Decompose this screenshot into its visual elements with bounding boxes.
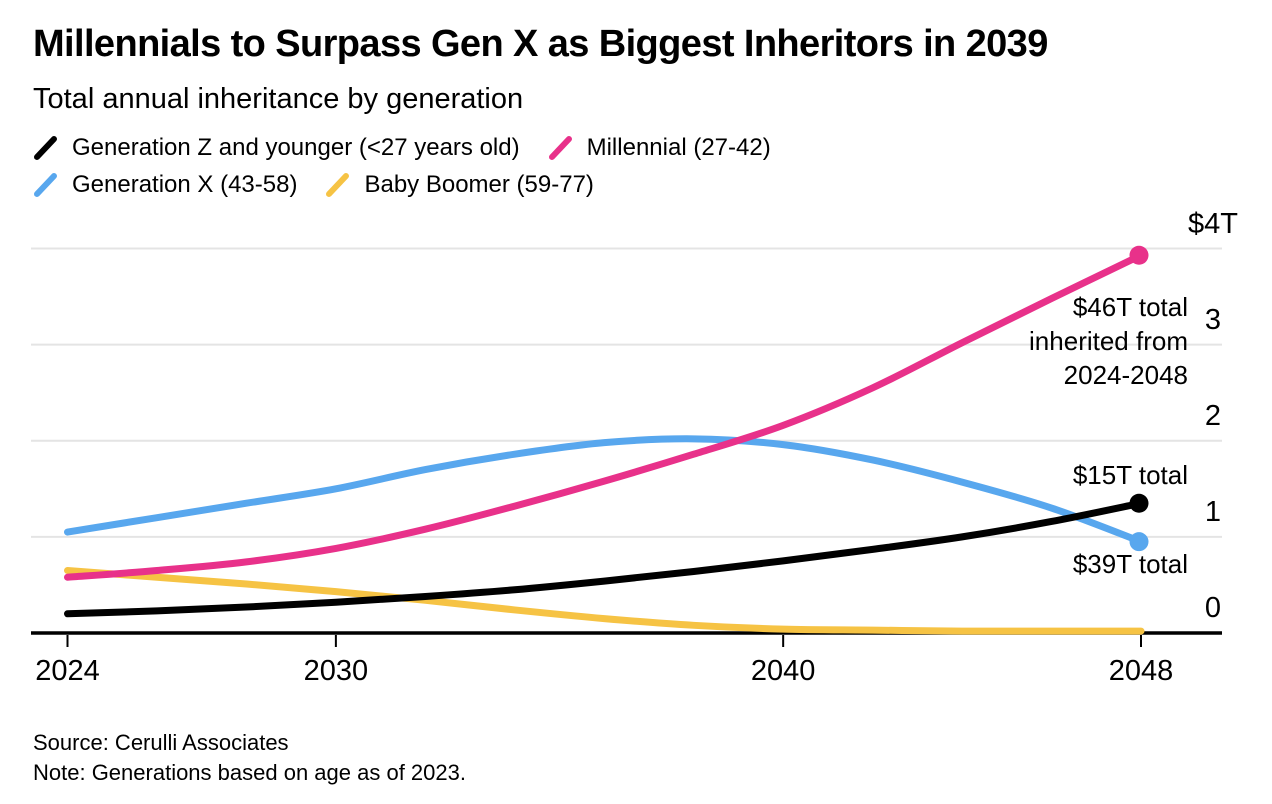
end-dot-millennial (1129, 245, 1149, 265)
gen-x-slash-icon (34, 173, 57, 197)
line-millennial (64, 251, 1145, 581)
legend-row: Generation Z and younger (<27 years old)… (33, 134, 771, 162)
line-gen-z (64, 499, 1145, 618)
y-axis-tick-label: 2 (1204, 399, 1222, 432)
millennial-slash-icon (548, 136, 572, 160)
end-dot-gen-z (1129, 493, 1149, 513)
note-text: Note: Generations based on age as of 202… (33, 760, 466, 785)
chart-title: Millennials to Surpass Gen X as Biggest … (33, 23, 1048, 65)
gen-z-slash-icon (34, 136, 57, 160)
legend-label-gen-x: Generation X (43-58) (72, 171, 298, 198)
x-axis-tick-label: 2024 (35, 655, 100, 687)
legend-item-gen-x: Generation X (43-58) (33, 171, 297, 199)
x-axis-tick-label: 2040 (750, 655, 816, 687)
legend-label-millennial: Millennial (27-42) (586, 134, 771, 161)
x-axis-tick-label: 2030 (303, 655, 369, 687)
line-baby-boomer (64, 567, 1145, 635)
x-axis-tick-label: 2048 (1108, 655, 1174, 687)
legend-row: Generation X (43-58) Baby Boomer (59-77) (33, 171, 594, 199)
source-text: Source: Cerulli Associates (33, 730, 289, 755)
y-axis-tick-label: 0 (1204, 592, 1222, 624)
line-gen-x (64, 435, 1145, 546)
end-dot-gen-x (1129, 532, 1149, 552)
annotation-millennial-total: $46T total inherited from 2024-2048 (1029, 292, 1188, 390)
legend-item-millennial: Millennial (27-42) (548, 134, 771, 162)
y-axis-tick-label: 3 (1204, 303, 1222, 336)
annotation-gen-z-total: $15T total (1072, 460, 1188, 490)
legend-item-baby-boomer: Baby Boomer (59-77) (325, 171, 594, 199)
legend-item-gen-z: Generation Z and younger (<27 years old) (33, 134, 520, 162)
legend-label-gen-z: Generation Z and younger (<27 years old) (72, 134, 520, 161)
baby-boomer-slash-icon (326, 173, 350, 197)
y-axis-tick-label: $4T (1188, 207, 1238, 240)
chart-subtitle: Total annual inheritance by generation (33, 83, 524, 115)
annotation-gen-x-total: $39T total (1072, 549, 1188, 579)
legend-label-baby-boomer: Baby Boomer (59-77) (364, 171, 594, 198)
y-axis-tick-label: 1 (1204, 495, 1222, 528)
